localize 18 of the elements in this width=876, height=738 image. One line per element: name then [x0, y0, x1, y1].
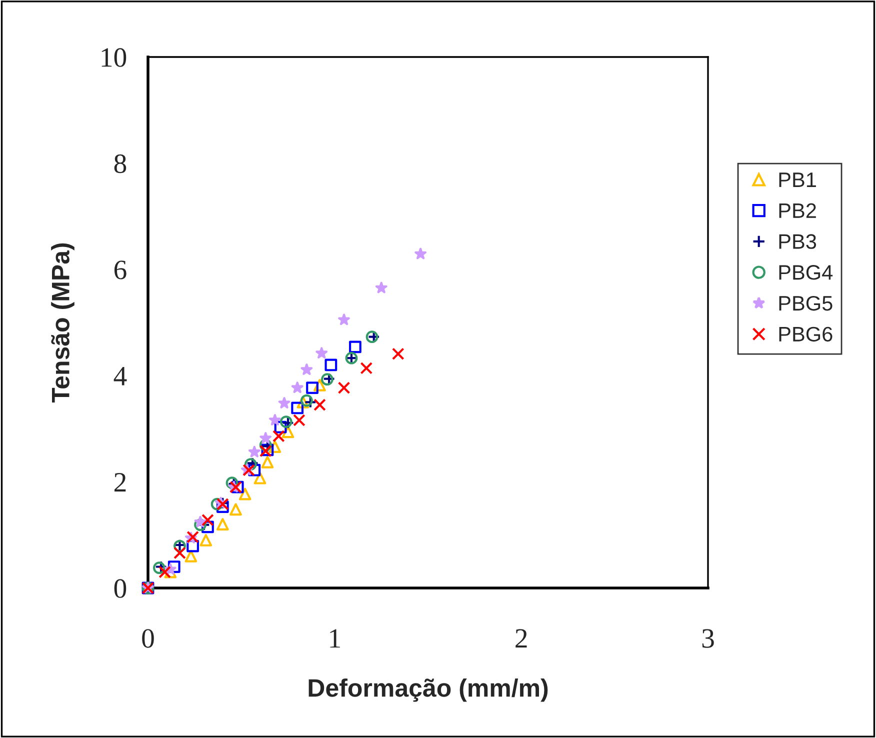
x-tick-label: 2 — [516, 629, 527, 648]
legend-label: PBG5 — [779, 296, 832, 311]
legend-label: PBG4 — [779, 265, 833, 280]
x-axis-title: Deformação (mm/m) — [308, 678, 548, 702]
legend-label: PB3 — [779, 234, 816, 249]
x-tick-label: 1 — [330, 629, 340, 648]
y-tick-label: 8 — [114, 154, 126, 174]
y-tick-label: 2 — [114, 473, 126, 492]
y-axis-title: Tensão (MPa) — [51, 243, 74, 403]
x-tick-label: 0 — [142, 629, 154, 648]
legend-label: PB1 — [779, 172, 816, 187]
x-tick-label: 3 — [702, 629, 714, 648]
y-tick-label: 0 — [114, 579, 126, 598]
legend-label: PB2 — [779, 203, 816, 218]
y-tick-label: 10 — [102, 48, 126, 67]
legend-label: PBG6 — [779, 326, 832, 342]
y-tick-label: 6 — [114, 260, 126, 280]
y-tick-label: 4 — [114, 366, 127, 386]
